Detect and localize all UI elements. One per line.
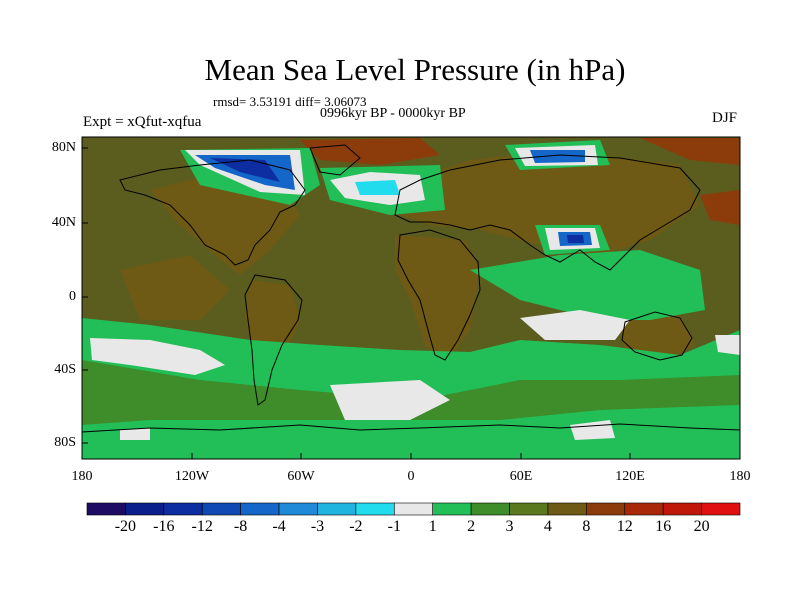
colorbar-swatch — [355, 502, 395, 516]
colorbar-label: 20 — [693, 518, 710, 535]
y-label-80n: 80N — [51, 140, 76, 155]
colorbar-label: -20 — [114, 518, 137, 535]
colorbar-label: -1 — [387, 518, 401, 535]
field-land-africa — [395, 235, 480, 365]
field-southern-band-olive — [82, 360, 740, 425]
colorbar-label: -12 — [191, 518, 213, 535]
coast-south-america — [244, 274, 303, 406]
pressure-field — [82, 137, 740, 459]
stats-text: rmsd= 3.53191 diff= 3.06073 — [213, 94, 367, 109]
x-label-0: 0 — [407, 469, 415, 484]
y-label-40s: 40S — [54, 362, 76, 377]
colorbar-swatch — [470, 502, 510, 516]
field-land-north-america — [150, 175, 300, 275]
colorbar — [86, 502, 741, 516]
colorbar-label: 3 — [505, 518, 514, 535]
colorbar-label: 8 — [582, 518, 591, 535]
experiment-label: Expt = xQfut-xqfua — [83, 114, 202, 130]
y-label-40n: 40N — [51, 215, 76, 230]
field-darkblue-tibet — [567, 235, 584, 243]
colorbar-swatch — [586, 502, 626, 516]
colorbar-swatch — [240, 502, 280, 516]
y-label-0: 0 — [69, 289, 76, 304]
field-darkblue-arctic-canada — [210, 158, 280, 182]
field-east-pacific-ridge — [700, 190, 740, 225]
colorbar-swatch — [163, 502, 203, 516]
x-label-60w: 60W — [287, 469, 315, 484]
coast-australia — [621, 311, 693, 361]
period-subtitle: 0996kyr BP - 0000kyr BP — [320, 106, 466, 121]
field-east-atlantic — [300, 138, 440, 165]
colorbar-swatch — [547, 502, 587, 516]
field-land-eurasia — [395, 150, 700, 255]
colorbar-swatch — [201, 502, 241, 516]
colorbar-label: 16 — [655, 518, 672, 535]
x-label-120e: 120E — [615, 469, 645, 484]
chart-title: Mean Sea Level Pressure (in hPa) — [204, 52, 626, 87]
colorbar-swatch — [393, 502, 434, 516]
colorbar-swatch — [278, 502, 318, 516]
colorbar-swatch — [86, 502, 126, 516]
axis-ticks — [81, 147, 741, 459]
field-white-south-atlantic — [330, 380, 450, 420]
x-label-60e: 60E — [509, 469, 533, 484]
colorbar-label: -3 — [310, 518, 325, 535]
coast-greenland — [309, 144, 361, 176]
x-label-180-east: 180 — [729, 469, 751, 484]
coast-north-america — [119, 159, 306, 266]
colorbar-label: 12 — [616, 518, 633, 535]
coast-antarctica — [82, 423, 740, 433]
colorbar-swatch — [701, 502, 741, 516]
colorbar-label: 1 — [428, 518, 437, 535]
field-pacific-high — [120, 255, 230, 320]
field-cyan-atlantic — [355, 180, 400, 195]
field-arctic-brown — [640, 138, 740, 165]
field-indian-green — [470, 250, 705, 320]
coast-eurasia — [394, 154, 701, 271]
colorbar-label: -8 — [233, 518, 248, 535]
x-label-120w: 120W — [174, 469, 210, 484]
colorbar-swatch — [624, 502, 664, 516]
season-label: DJF — [712, 110, 738, 126]
colorbar-label: 4 — [543, 518, 552, 535]
colorbar-label: -4 — [272, 518, 286, 535]
colorbar-swatch — [317, 502, 357, 516]
colorbar-swatch — [662, 502, 702, 516]
coastlines — [82, 144, 740, 433]
colorbar-swatch — [432, 502, 472, 516]
y-label-80s: 80S — [54, 435, 76, 450]
x-label-180-west: 180 — [71, 469, 93, 484]
coast-africa — [397, 229, 481, 361]
field-white-east-pacific — [715, 335, 740, 355]
field-white-southwest-pacific — [90, 338, 225, 375]
colorbar-label: -16 — [153, 518, 175, 535]
colorbar-label: 2 — [467, 518, 476, 535]
field-white-indian — [520, 310, 630, 340]
colorbar-swatch — [125, 502, 165, 516]
field-blue-siberia — [530, 150, 585, 163]
colorbar-swatch — [509, 502, 549, 516]
colorbar-label: -2 — [349, 518, 363, 535]
